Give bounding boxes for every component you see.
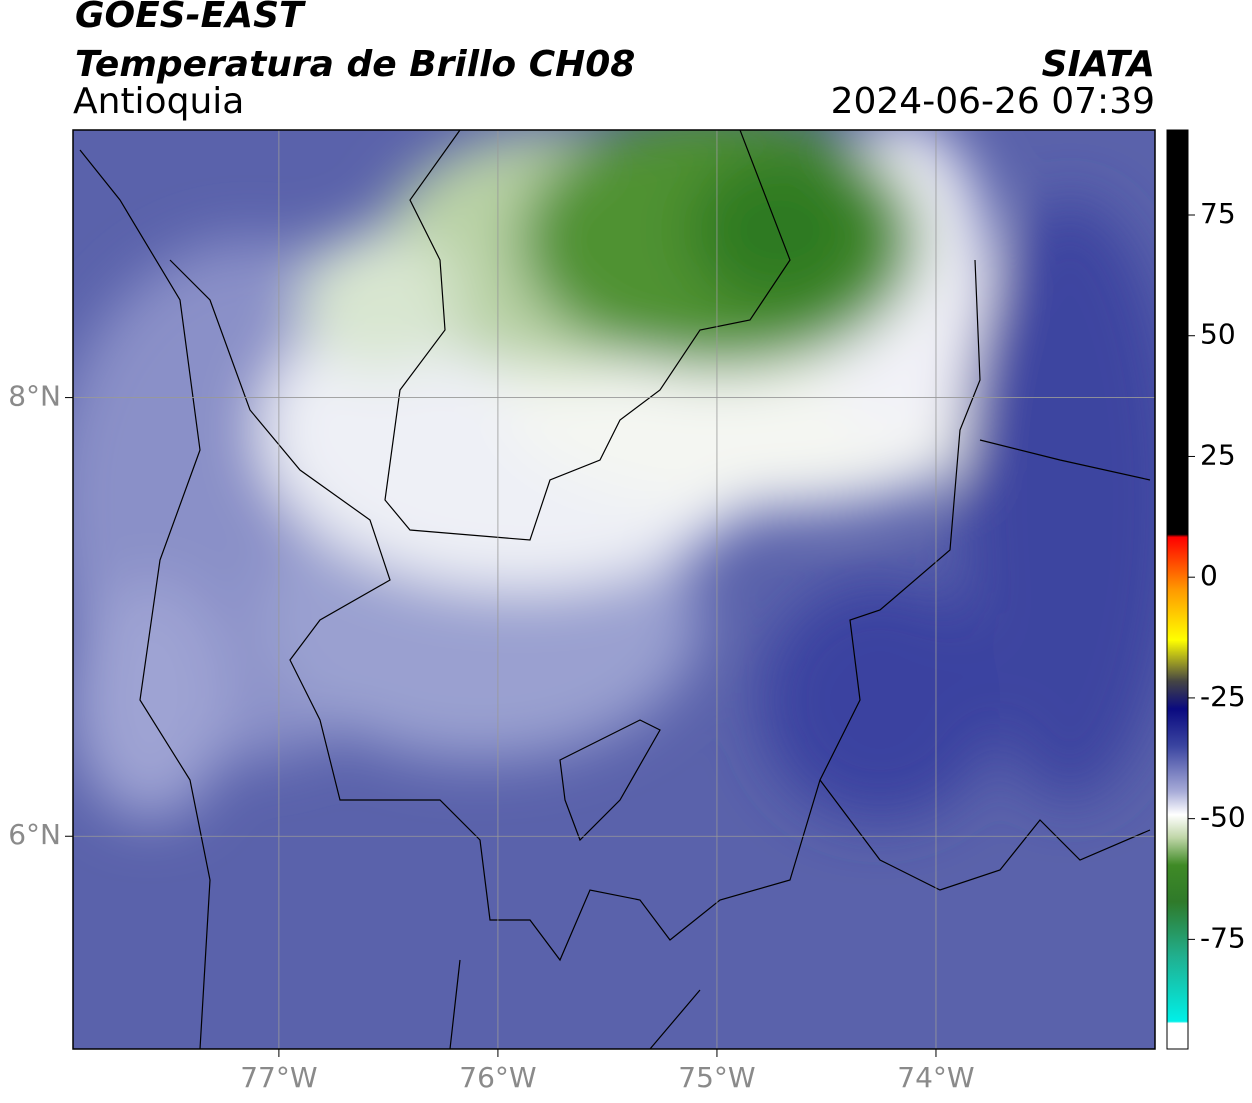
annotations: 77°W 76°W 75°W 74°W 8°N 6°N 75 50 25 0 -25 -50 -75 (8, 197, 1246, 1094)
x-tick-label: 74°W (897, 1061, 974, 1094)
region: Antioquia (73, 81, 244, 122)
borders (79, 130, 1151, 1049)
x-tick-label: 77°W (240, 1061, 317, 1094)
colorbar (1166, 129, 1189, 1050)
colorbar-tick-label: -50 (1200, 801, 1246, 834)
grid (73, 130, 1155, 1049)
colorbar-tick-label: 0 (1200, 559, 1218, 592)
map-frame (72, 129, 1156, 1050)
y-tick-label: 6°N (8, 818, 61, 851)
satellite-image (73, 130, 1155, 1049)
colorbar-tick-label: 50 (1200, 318, 1236, 351)
source: SIATA (1042, 44, 1155, 85)
title: GOES-EAST (75, 0, 306, 36)
x-tick-label: 75°W (678, 1061, 755, 1094)
datetime: 2024-06-26 07:39 (831, 81, 1155, 122)
colorbar-tick-label: -25 (1200, 680, 1246, 713)
y-tick-label: 8°N (8, 380, 61, 413)
colorbar-tick-label: 25 (1200, 438, 1236, 471)
colorbar-tick-label: 75 (1200, 197, 1236, 230)
colorbar-tick-label: -75 (1200, 921, 1246, 954)
subtitle: Temperatura de Brillo CH08 (75, 44, 635, 85)
x-tick-label: 76°W (459, 1061, 536, 1094)
